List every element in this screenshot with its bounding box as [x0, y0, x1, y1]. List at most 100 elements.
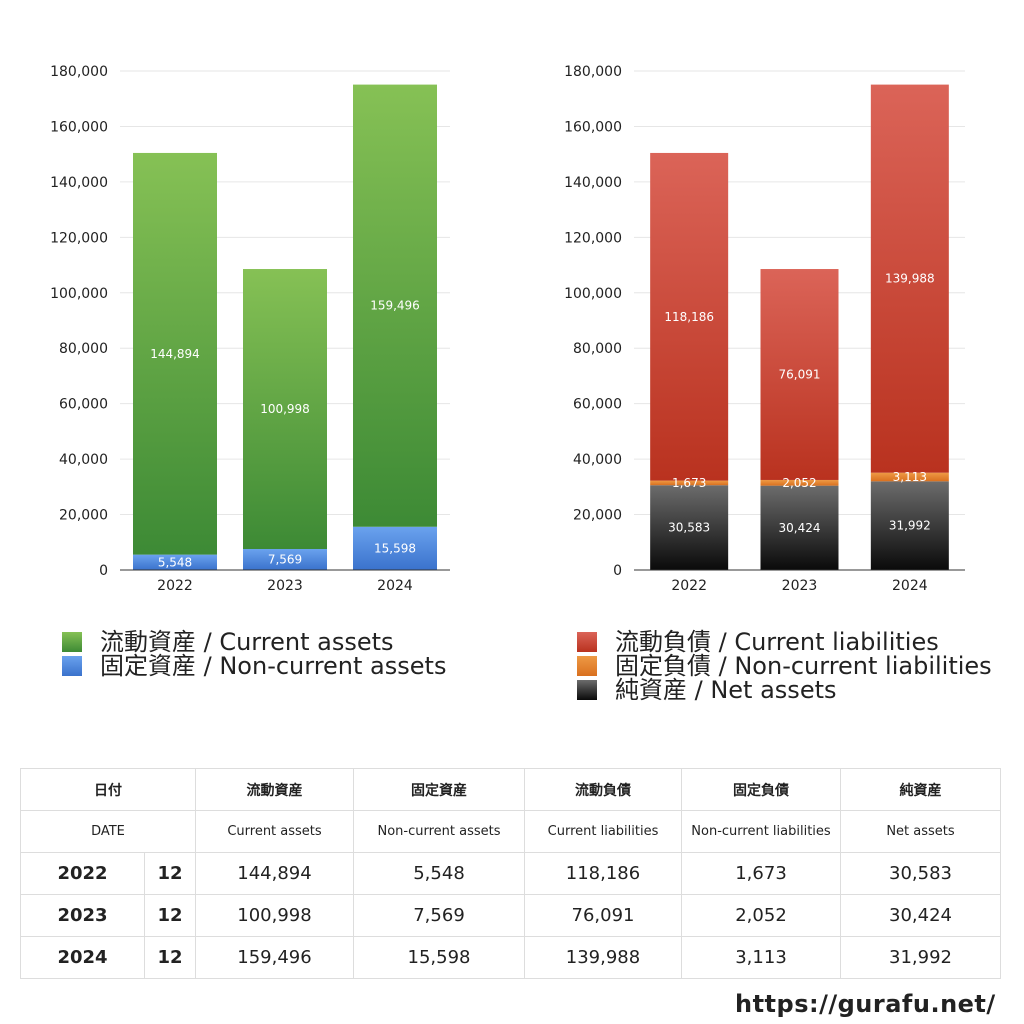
cell-noncurrent-assets: 5,548 [353, 852, 525, 895]
cell-current-liabilities: 139,988 [524, 936, 682, 979]
x-tick-label: 2022 [157, 578, 193, 594]
header-noncurrent-liabilities-en: Non-current liabilities [681, 810, 841, 853]
header-current-assets-en: Current assets [195, 810, 354, 853]
financial-data-table: 日付 流動資産 固定資産 流動負債 固定負債 純資産 DATE Current … [20, 768, 1001, 979]
bar-label-non-current-assets-2022: 5,548 [158, 555, 192, 569]
bar-non-current-liabilities-2024 [870, 472, 949, 482]
y-tick-label: 40,000 [59, 452, 108, 468]
bar-label-current-liabilities-2023: 76,091 [779, 367, 821, 381]
bar-label-non-current-liabilities-2024: 3,113 [893, 470, 927, 484]
bar-label-non-current-assets-2024: 15,598 [374, 541, 416, 555]
bar-current-assets-2023 [243, 269, 327, 550]
cell-noncurrent-liabilities: 1,673 [681, 852, 841, 895]
cell-current-assets: 144,894 [195, 852, 354, 895]
legend-label-noncurrent-liabilities: 固定負債 / Non-current liabilities [615, 652, 992, 680]
site-url: https://gurafu.net/ [735, 990, 996, 1018]
header-current-assets-jp: 流動資産 [195, 768, 354, 811]
table-header-row-jp: 日付 流動資産 固定資産 流動負債 固定負債 純資産 [20, 768, 1001, 811]
legend-item-noncurrent-liabilities: 固定負債 / Non-current liabilities [577, 654, 992, 678]
y-tick-label: 40,000 [573, 452, 622, 468]
y-tick-label: 120,000 [564, 230, 622, 246]
table-row: 2023 12 100,998 7,569 76,091 2,052 30,42… [20, 894, 1001, 937]
x-tick-label: 2024 [377, 578, 413, 594]
header-noncurrent-liabilities-jp: 固定負債 [681, 768, 841, 811]
y-tick-label: 120,000 [50, 230, 108, 246]
liabilities-chart: 30,583 1,673 118,186 30,424 2,052 76,091 31,99… [564, 64, 965, 594]
legend-swatch-noncurrent-liabilities [577, 656, 597, 676]
row-month: 12 [144, 936, 196, 979]
bar-non-current-assets-2023 [243, 549, 327, 570]
cell-noncurrent-liabilities: 3,113 [681, 936, 841, 979]
legend-swatch-current-liabilities [577, 632, 597, 652]
liabilities-legend: 流動負債 / Current liabilities 固定負債 / Non-cu… [577, 630, 992, 702]
bar-current-liabilities-2024 [870, 84, 949, 473]
legend-item-current-assets: 流動資産 / Current assets [62, 630, 446, 654]
header-date-en: DATE [20, 810, 196, 853]
y-tick-label: 60,000 [59, 397, 108, 413]
legend-item-current-liabilities: 流動負債 / Current liabilities [577, 630, 992, 654]
header-noncurrent-assets-jp: 固定資産 [353, 768, 525, 811]
y-tick-label: 80,000 [573, 341, 622, 357]
table-header-row-en: DATE Current assets Non-current assets C… [20, 810, 1001, 853]
cell-noncurrent-assets: 15,598 [353, 936, 525, 979]
bar-non-current-assets-2024 [353, 526, 437, 570]
legend-label-net-assets: 純資産 / Net assets [615, 676, 837, 704]
bar-current-liabilities-2023 [760, 269, 839, 480]
y-tick-label: 160,000 [564, 119, 622, 135]
y-tick-label: 20,000 [59, 508, 108, 524]
y-tick-label: 180,000 [564, 64, 622, 80]
header-date-jp: 日付 [20, 768, 196, 811]
x-tick-label: 2024 [892, 578, 928, 594]
row-year: 2023 [20, 894, 145, 937]
x-tick-label: 2023 [782, 578, 818, 594]
header-noncurrent-assets-en: Non-current assets [353, 810, 525, 853]
header-current-liabilities-en: Current liabilities [524, 810, 682, 853]
bar-net-assets-2024 [870, 481, 949, 570]
bar-label-non-current-assets-2023: 7,569 [268, 553, 302, 567]
bar-non-current-liabilities-2022 [650, 480, 729, 486]
y-tick-label: 140,000 [50, 175, 108, 191]
legend-label-noncurrent-assets: 固定資産 / Non-current assets [100, 652, 447, 680]
cell-current-liabilities: 118,186 [524, 852, 682, 895]
legend-item-noncurrent-assets: 固定資産 / Non-current assets [62, 654, 446, 678]
row-year: 2024 [20, 936, 145, 979]
header-net-assets-en: Net assets [840, 810, 1001, 853]
y-tick-label: 160,000 [50, 119, 108, 135]
y-tick-label: 100,000 [564, 286, 622, 302]
cell-current-assets: 159,496 [195, 936, 354, 979]
bar-label-current-assets-2024: 159,496 [370, 299, 420, 313]
cell-noncurrent-assets: 7,569 [353, 894, 525, 937]
bar-label-current-assets-2023: 100,998 [260, 402, 310, 416]
row-year: 2022 [20, 852, 145, 895]
cell-net-assets: 30,583 [840, 852, 1001, 895]
assets-legend: 流動資産 / Current assets 固定資産 / Non-current… [62, 630, 446, 678]
legend-label-current-liabilities: 流動負債 / Current liabilities [615, 628, 939, 656]
x-tick-label: 2022 [671, 578, 707, 594]
y-tick-label: 0 [99, 563, 108, 579]
bar-label-current-liabilities-2022: 118,186 [664, 310, 714, 324]
assets-chart: 5,548 144,894 7,569 100,998 15,598 159,496 0 20… [50, 64, 450, 594]
bar-label-current-liabilities-2024: 139,988 [885, 272, 935, 286]
legend-swatch-net-assets [577, 680, 597, 700]
bar-non-current-assets-2022 [133, 554, 217, 570]
cell-current-assets: 100,998 [195, 894, 354, 937]
y-tick-label: 180,000 [50, 64, 108, 80]
y-tick-label: 100,000 [50, 286, 108, 302]
y-tick-label: 80,000 [59, 341, 108, 357]
bar-label-net-assets-2024: 31,992 [889, 519, 931, 533]
y-tick-label: 20,000 [573, 508, 622, 524]
bar-current-assets-2022 [133, 152, 217, 555]
table-row: 2024 12 159,496 15,598 139,988 3,113 31,… [20, 936, 1001, 979]
row-month: 12 [144, 894, 196, 937]
bar-label-current-assets-2022: 144,894 [150, 347, 200, 361]
bar-net-assets-2023 [760, 485, 839, 570]
bar-label-non-current-liabilities-2022: 1,673 [672, 476, 706, 490]
cell-current-liabilities: 76,091 [524, 894, 682, 937]
legend-item-net-assets: 純資産 / Net assets [577, 678, 992, 702]
bar-label-net-assets-2022: 30,583 [668, 521, 710, 535]
bar-label-net-assets-2023: 30,424 [779, 521, 821, 535]
cell-net-assets: 31,992 [840, 936, 1001, 979]
legend-label-current-assets: 流動資産 / Current assets [100, 628, 394, 656]
legend-swatch-current-assets [62, 632, 82, 652]
cell-noncurrent-liabilities: 2,052 [681, 894, 841, 937]
